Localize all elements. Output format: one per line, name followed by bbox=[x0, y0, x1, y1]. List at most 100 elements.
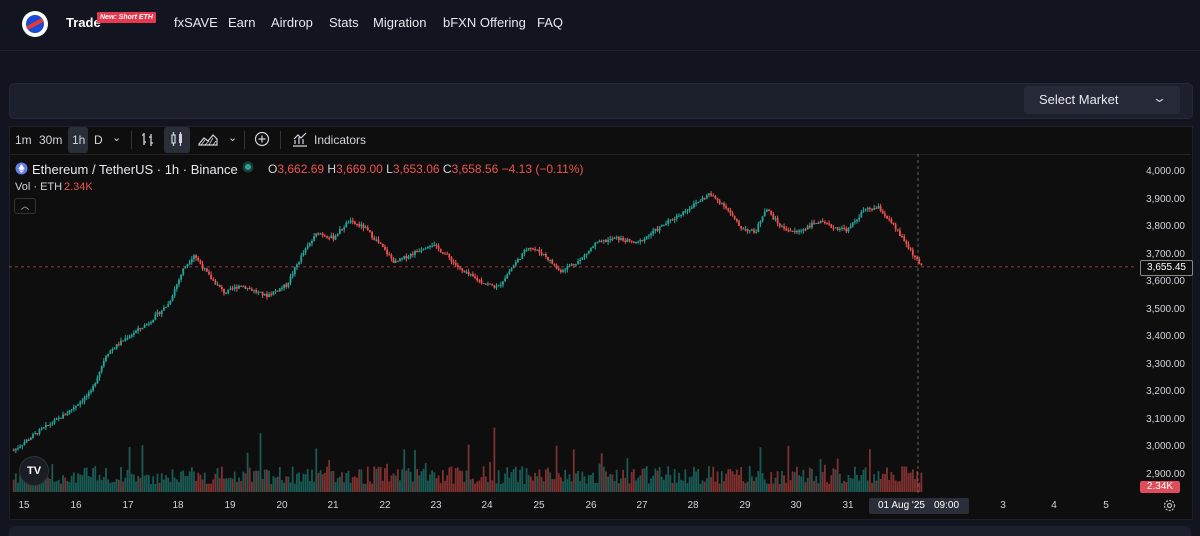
volume-bar bbox=[868, 449, 871, 492]
candle-body bbox=[261, 291, 264, 296]
volume-bar bbox=[392, 473, 395, 492]
interval-d-button[interactable]: D bbox=[94, 133, 103, 147]
collapse-legend-chevron-up-icon[interactable]: ︿ bbox=[14, 198, 36, 214]
candle-body bbox=[690, 207, 693, 209]
area-chart-type-icon[interactable] bbox=[198, 132, 218, 149]
nav-item-stats[interactable]: Stats bbox=[329, 15, 359, 30]
nav-item-bfxn-offering[interactable]: bFXN Offering bbox=[443, 15, 526, 30]
volume-bar bbox=[808, 467, 811, 492]
volume-bar bbox=[841, 483, 843, 492]
candle-body bbox=[879, 206, 882, 211]
volume-bar bbox=[79, 474, 82, 492]
candle-body bbox=[102, 360, 105, 367]
volume-bar bbox=[341, 472, 343, 492]
candle-body bbox=[255, 290, 258, 293]
candle-body bbox=[811, 222, 813, 228]
volume-bar bbox=[178, 482, 180, 492]
volume-bar bbox=[394, 475, 397, 492]
time-tick-label: 26 bbox=[585, 500, 597, 511]
volume-bar bbox=[480, 477, 483, 492]
volume-bar bbox=[583, 476, 586, 492]
low-label: L bbox=[386, 162, 393, 176]
candle-body bbox=[62, 414, 64, 419]
interval-30m-button[interactable]: 30m bbox=[39, 133, 63, 147]
indicators-button[interactable]: Indicators bbox=[314, 133, 367, 147]
volume-bar bbox=[652, 475, 655, 492]
volume-bar bbox=[474, 483, 476, 492]
candle-body bbox=[624, 240, 627, 242]
volume-bar bbox=[512, 468, 515, 492]
app-logo-icon[interactable] bbox=[22, 11, 48, 37]
tradingview-logo-icon[interactable]: TV bbox=[19, 456, 49, 486]
interval-1m-button[interactable]: 1m bbox=[15, 133, 32, 147]
price-chart[interactable] bbox=[9, 154, 1136, 494]
candle-body bbox=[841, 227, 843, 230]
candles-chart-type-icon[interactable] bbox=[170, 131, 184, 150]
candle-body bbox=[345, 222, 348, 228]
candle-body bbox=[223, 288, 225, 294]
candle-body bbox=[17, 447, 19, 449]
interval-dropdown-chevron-icon[interactable]: ⌄ bbox=[112, 132, 122, 144]
candle-body bbox=[632, 241, 635, 243]
nav-item-airdrop[interactable]: Airdrop bbox=[271, 15, 313, 30]
candle-body bbox=[847, 228, 850, 232]
volume-bar bbox=[336, 478, 339, 492]
candle-body bbox=[723, 203, 725, 207]
chart-type-dropdown-chevron-icon[interactable]: ⌄ bbox=[228, 132, 238, 144]
candle-body bbox=[849, 226, 852, 229]
volume-bar bbox=[85, 467, 88, 492]
volume-bar bbox=[422, 468, 425, 492]
volume-bar bbox=[628, 483, 631, 492]
time-tick-label: 27 bbox=[636, 500, 648, 511]
indicators-icon[interactable] bbox=[292, 131, 308, 150]
volume-bar bbox=[918, 482, 921, 492]
price-axis[interactable]: 4,000.00 3,900.00 3,800.00 3,700.00 3,600.00… bbox=[1136, 154, 1191, 494]
volume-bar bbox=[128, 446, 131, 492]
gear-icon[interactable] bbox=[1163, 499, 1176, 515]
volume-bar bbox=[377, 466, 380, 492]
volume-bar bbox=[669, 474, 672, 492]
nav-item-earn[interactable]: Earn bbox=[228, 15, 256, 30]
volume-bar bbox=[107, 479, 110, 492]
volume-bar bbox=[448, 467, 451, 492]
candle-body bbox=[416, 250, 419, 252]
volume-bar bbox=[411, 481, 414, 492]
volume-bar bbox=[529, 476, 532, 492]
nav-item-fxsave[interactable]: fxSAVE bbox=[174, 15, 218, 30]
candle-body bbox=[289, 276, 292, 283]
candle-body bbox=[495, 286, 498, 288]
bar-chart-type-icon[interactable] bbox=[141, 131, 155, 150]
volume-bar bbox=[740, 466, 743, 492]
nav-item-trade[interactable]: Trade bbox=[66, 15, 101, 30]
volume-bar bbox=[611, 474, 614, 492]
candle-body bbox=[585, 253, 588, 256]
nav-item-faq[interactable]: FAQ bbox=[537, 15, 564, 30]
candle-body bbox=[220, 286, 223, 289]
candle-body bbox=[675, 215, 678, 219]
candle-body bbox=[169, 300, 172, 305]
volume-bar bbox=[553, 479, 556, 492]
candle-body bbox=[789, 230, 792, 232]
volume-bar bbox=[345, 473, 348, 492]
market-bar bbox=[9, 83, 1193, 119]
nav-item-migration[interactable]: Migration bbox=[373, 15, 427, 30]
candle-body bbox=[746, 229, 749, 232]
volume-bar bbox=[431, 470, 434, 492]
candle-body bbox=[761, 216, 764, 222]
select-market-dropdown[interactable]: Select Market ⌄ bbox=[1024, 86, 1180, 114]
candle-body bbox=[336, 234, 339, 236]
interval-1h-button[interactable]: 1h bbox=[72, 133, 86, 147]
volume-bar bbox=[439, 483, 442, 492]
volume-bar bbox=[476, 481, 479, 492]
candle-body bbox=[851, 222, 854, 227]
volume-bar bbox=[150, 483, 152, 492]
compare-add-icon[interactable] bbox=[254, 131, 270, 150]
volume-bar bbox=[193, 471, 195, 492]
candle-body bbox=[682, 211, 685, 215]
candle-body bbox=[753, 229, 755, 233]
candle-body bbox=[903, 236, 906, 242]
volume-bar bbox=[111, 482, 114, 492]
volume-bar bbox=[396, 469, 399, 492]
candle-body bbox=[319, 233, 322, 235]
candle-body bbox=[725, 206, 728, 209]
